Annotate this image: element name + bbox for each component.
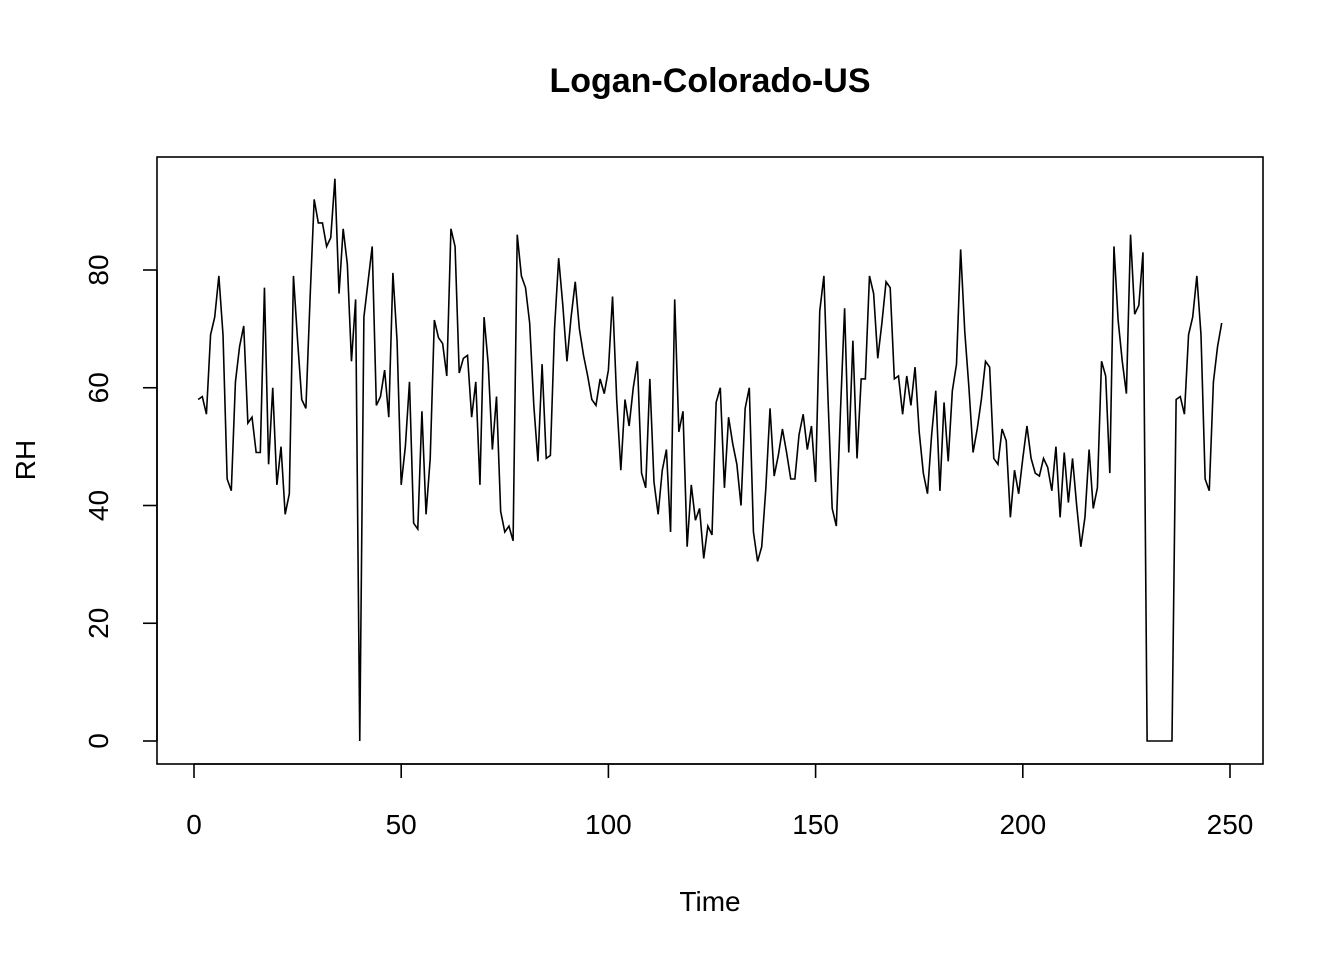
chart-title: Logan-Colorado-US [549,62,870,100]
plot-box [156,156,1264,765]
y-tick-label: 60 [83,372,114,403]
x-tick-label: 100 [585,809,632,840]
y-axis: 0 20 40 60 80 [83,254,158,749]
y-axis-label: RH [10,440,41,480]
y-tick-label: 20 [83,608,114,639]
x-tick-label: 200 [999,809,1046,840]
series-line [197,178,1223,742]
y-tick-label: 0 [83,733,114,749]
x-axis: 0 50 100 150 200 250 [186,763,1254,840]
x-tick-label: 150 [792,809,839,840]
x-tick-label: 50 [386,809,417,840]
y-tick-label: 80 [83,254,114,285]
x-axis-label: Time [679,886,740,917]
x-tick-label: 250 [1207,809,1254,840]
x-tick-label: 0 [186,809,202,840]
series-layer [197,178,1223,742]
y-tick-label: 40 [83,490,114,521]
